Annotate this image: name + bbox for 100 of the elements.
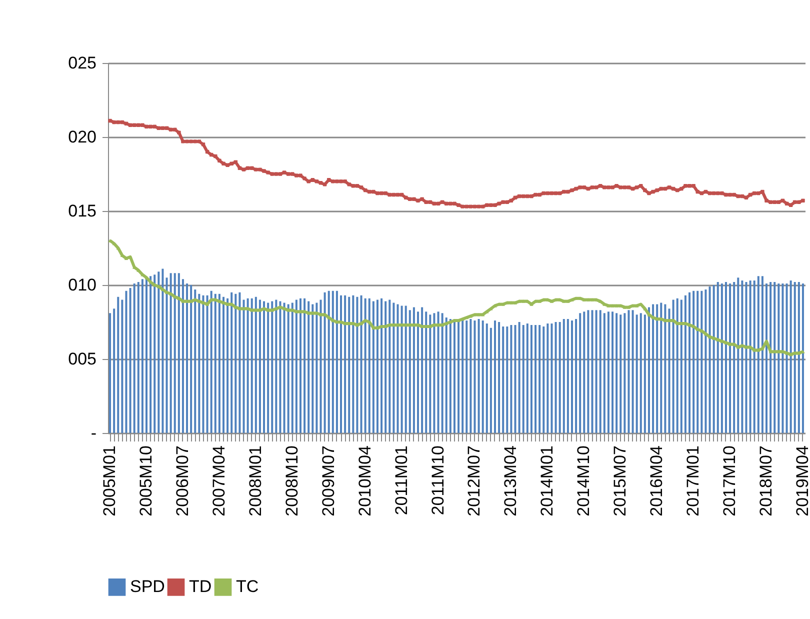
y-tick-label: 010 (68, 276, 96, 294)
bar (490, 328, 492, 433)
x-tick-label: 2005M10 (136, 446, 156, 516)
bar (486, 323, 488, 433)
bar (802, 284, 804, 433)
bar (145, 278, 148, 433)
bar (304, 298, 306, 433)
bar (312, 304, 314, 433)
x-tick-label: 2009M07 (318, 446, 338, 516)
bar (449, 319, 452, 433)
bar (474, 320, 476, 433)
bar (437, 312, 440, 433)
bar (616, 313, 618, 433)
bar (770, 282, 772, 433)
bar (170, 273, 172, 433)
bar (724, 282, 727, 433)
bar (299, 298, 302, 433)
x-tick-label: 2019M04 (792, 446, 810, 516)
x-tick-label: 2008M01 (246, 446, 265, 516)
bar (166, 278, 168, 433)
bar (174, 273, 176, 433)
bar (178, 273, 180, 433)
bar (466, 320, 468, 433)
y-tick-label: - (90, 424, 96, 442)
bar (263, 301, 266, 433)
bar (729, 284, 732, 433)
bar (712, 285, 715, 433)
bar (154, 274, 156, 433)
bar (137, 282, 140, 433)
bar (506, 326, 508, 433)
x-tick-label: 2010M04 (355, 446, 374, 516)
bar (774, 282, 776, 433)
bar (226, 298, 229, 433)
bar (494, 320, 496, 433)
bar (766, 284, 768, 433)
bar (113, 308, 116, 433)
bar (308, 301, 310, 433)
y-tick-label: 005 (68, 350, 96, 368)
bar (522, 324, 524, 433)
x-tick-label: 2006M07 (172, 446, 192, 516)
bar (591, 310, 594, 433)
bar (526, 323, 528, 433)
bar (558, 322, 561, 433)
bar (538, 324, 541, 433)
bar (421, 307, 424, 433)
bar (518, 322, 520, 433)
bar (778, 284, 780, 433)
x-tick-label: 2011M01 (392, 446, 411, 516)
legend-label: SPD (130, 577, 165, 596)
bar (530, 324, 532, 433)
bar (603, 313, 606, 433)
bar (498, 322, 500, 433)
bar (320, 300, 322, 433)
bar (741, 280, 744, 433)
bar (242, 300, 245, 433)
bar (733, 282, 736, 433)
bar (384, 301, 387, 433)
bar (794, 282, 796, 433)
bar (275, 300, 278, 433)
bar (546, 323, 549, 433)
bar (453, 319, 456, 433)
bar (129, 288, 132, 433)
bar (790, 280, 792, 433)
bar (664, 304, 666, 433)
legend-label: TD (189, 577, 212, 596)
bar (445, 318, 448, 433)
bar (218, 294, 220, 433)
bar (279, 301, 282, 433)
bar (624, 313, 626, 433)
x-tick-label: 2017M01 (684, 446, 703, 516)
bar (344, 295, 346, 433)
bar (562, 319, 565, 433)
bar (636, 314, 638, 433)
bar (380, 298, 383, 433)
y-tick-label: 020 (68, 128, 96, 146)
bar (425, 312, 428, 433)
x-tick-label: 2008M10 (282, 446, 302, 516)
bar (417, 312, 420, 433)
bar (761, 276, 764, 433)
bar (550, 323, 553, 433)
bar (652, 304, 654, 433)
bar (745, 282, 748, 433)
bar (368, 298, 370, 433)
bar (150, 276, 152, 433)
bar (566, 319, 569, 433)
bar (352, 295, 354, 433)
bar (328, 290, 330, 433)
bar (194, 289, 196, 433)
bar (470, 319, 472, 433)
bar (583, 312, 586, 433)
x-tick-label: 2007M04 (209, 446, 228, 516)
bar (206, 295, 208, 433)
y-tick-label: 025 (68, 54, 96, 72)
bar (332, 290, 334, 433)
x-tick-label: 2017M10 (720, 446, 740, 516)
bar (158, 272, 160, 433)
bar (570, 320, 573, 433)
bar (336, 290, 338, 433)
x-tick-label: 2013M04 (501, 446, 520, 516)
bar (376, 300, 378, 433)
